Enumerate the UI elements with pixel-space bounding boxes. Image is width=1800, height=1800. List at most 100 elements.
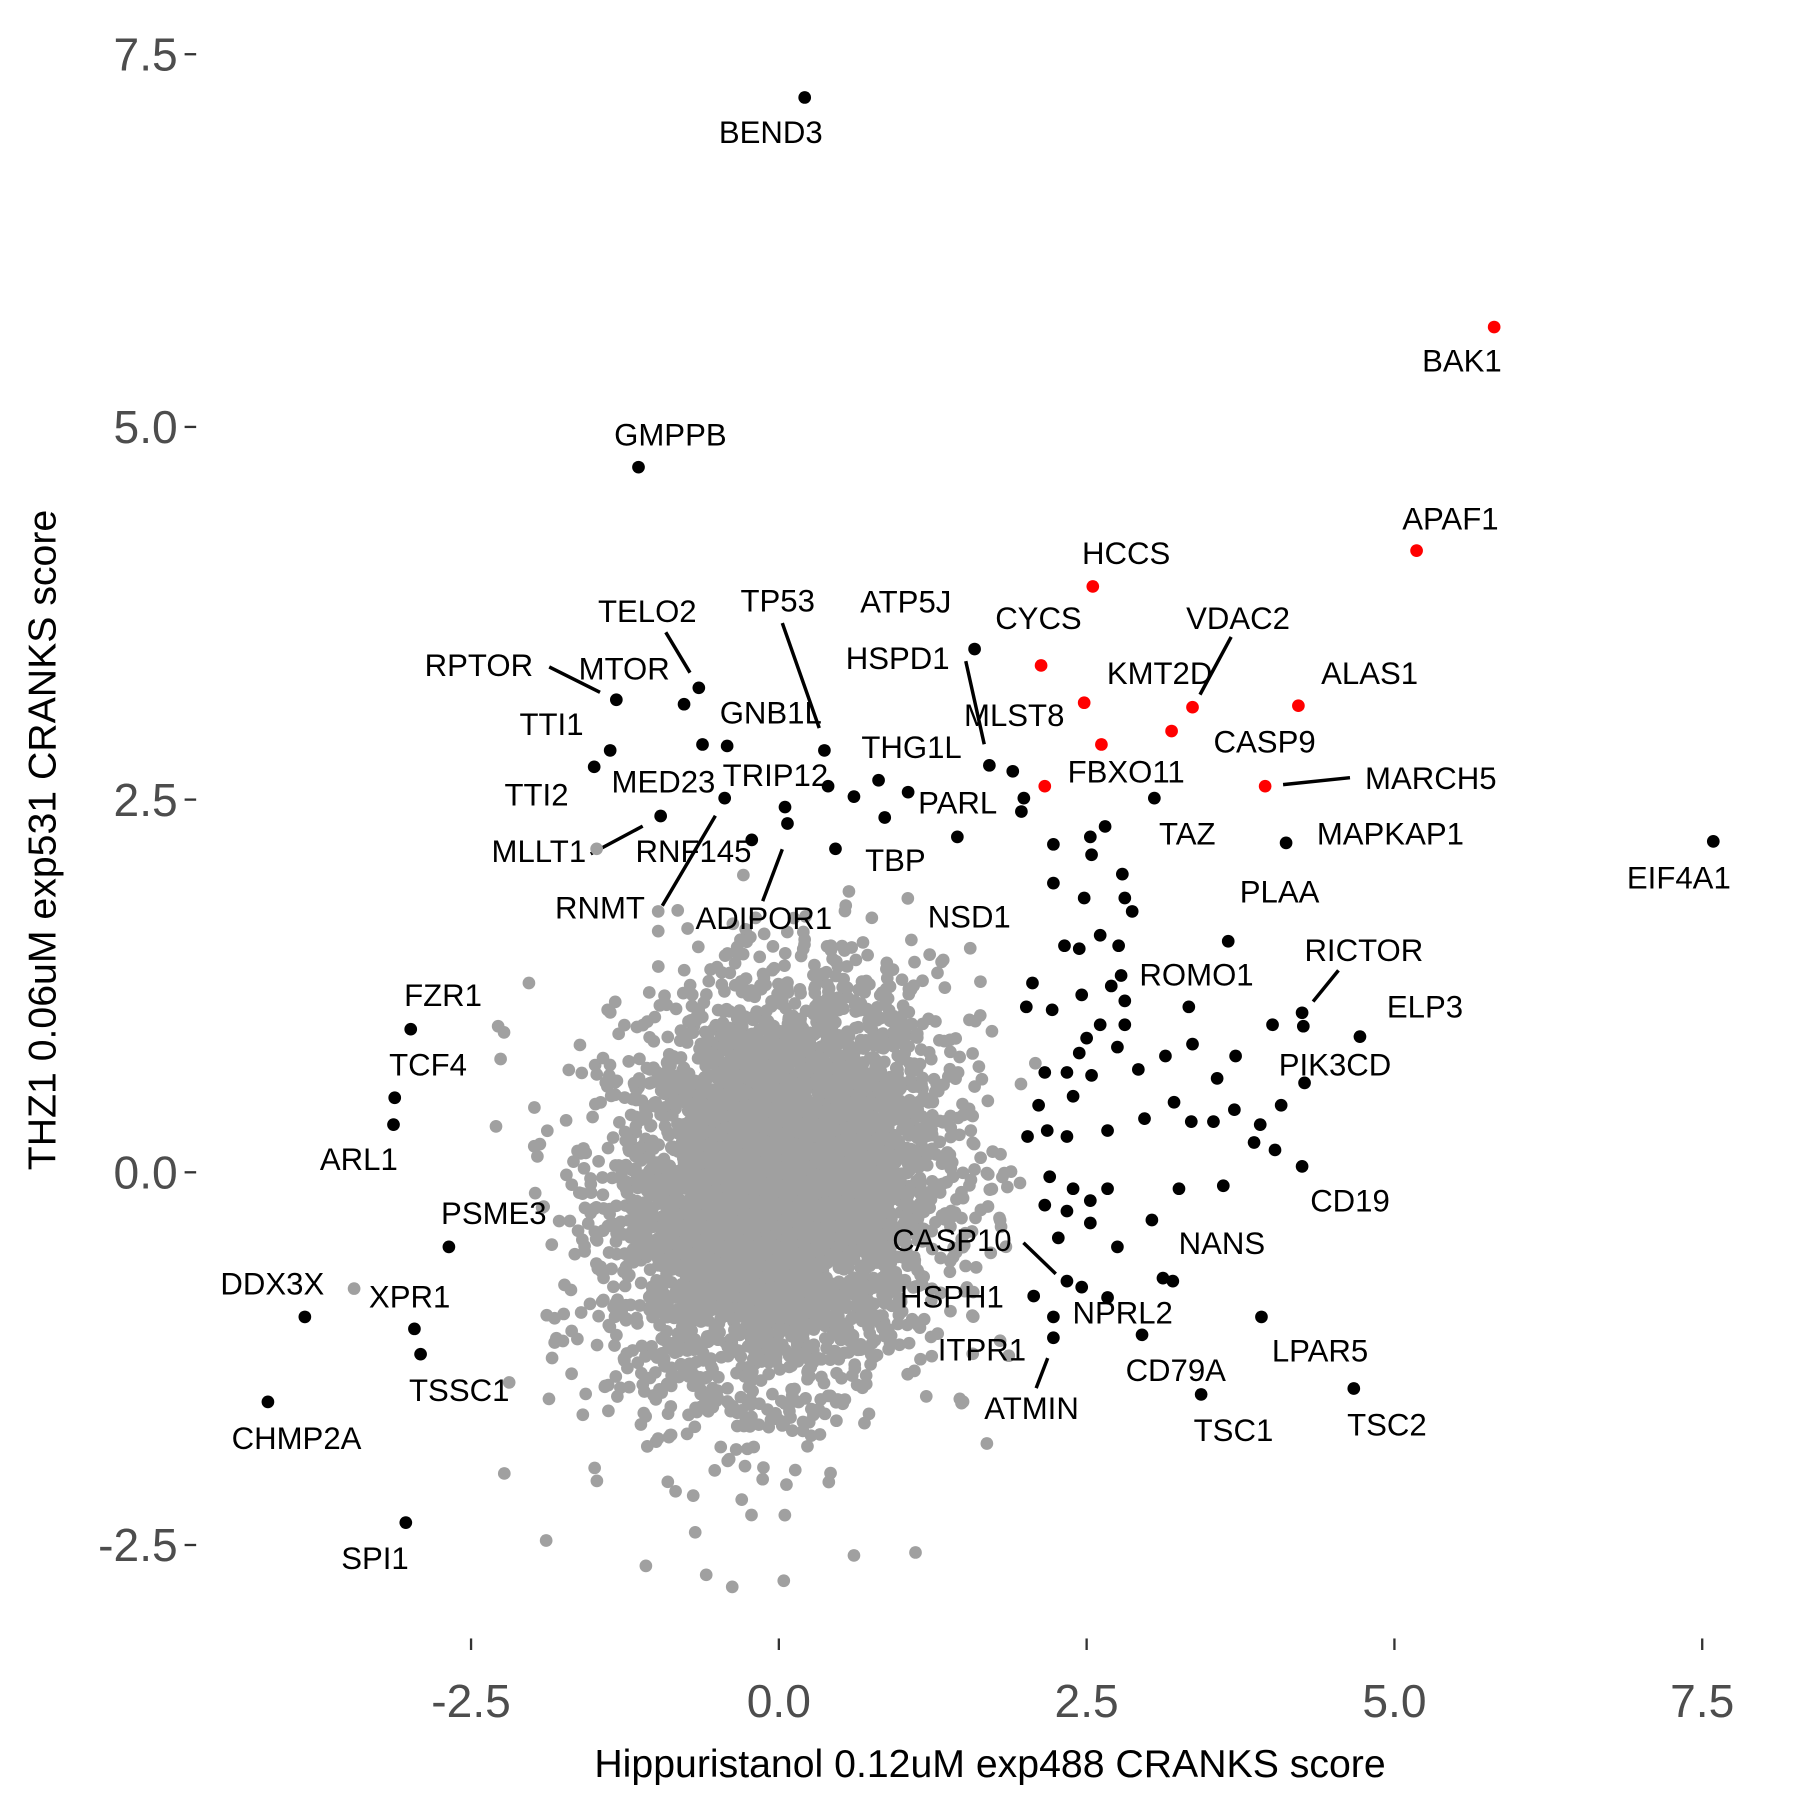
background-point <box>624 1108 638 1122</box>
background-point <box>821 978 834 991</box>
background-point <box>777 1276 791 1290</box>
background-point <box>836 1397 850 1411</box>
background-point <box>722 1149 736 1162</box>
background-point <box>915 1077 928 1091</box>
background-point <box>650 1065 664 1079</box>
background-point <box>876 1288 889 1302</box>
background-point <box>608 1339 621 1352</box>
background-point <box>825 1204 839 1217</box>
background-point <box>785 1238 799 1252</box>
background-point <box>677 963 691 977</box>
background-point <box>640 1015 654 1029</box>
background-point <box>815 1106 828 1120</box>
background-point <box>939 1115 953 1129</box>
background-point <box>617 1175 631 1189</box>
background-point <box>943 1254 957 1268</box>
background-point <box>966 1310 980 1324</box>
background-point <box>874 1192 888 1206</box>
background-point <box>633 1299 647 1312</box>
background-point <box>918 1144 931 1158</box>
background-point <box>714 1076 728 1089</box>
background-point <box>688 1525 702 1539</box>
background-point <box>1029 1056 1042 1070</box>
background-point <box>925 1282 939 1296</box>
background-point <box>1013 1176 1027 1190</box>
background-point <box>664 1171 677 1185</box>
background-point <box>690 1212 704 1226</box>
background-point <box>671 904 685 917</box>
background-point <box>829 1123 842 1137</box>
background-point <box>891 1317 905 1331</box>
background-point <box>914 1043 928 1056</box>
background-point <box>899 1153 912 1166</box>
background-point <box>783 1404 796 1418</box>
background-point <box>715 1199 729 1213</box>
background-point <box>756 967 770 981</box>
background-point <box>631 1317 644 1330</box>
background-point <box>781 986 795 999</box>
background-point <box>644 1119 658 1132</box>
background-point <box>824 1090 837 1104</box>
background-point <box>837 1297 850 1311</box>
background-point <box>672 1241 686 1255</box>
background-point <box>883 1014 897 1028</box>
background-point <box>714 1440 728 1454</box>
background-point <box>806 1355 820 1369</box>
background-point <box>607 1300 620 1314</box>
background-point <box>633 1052 646 1066</box>
background-point <box>637 1169 650 1182</box>
background-point <box>726 1242 740 1255</box>
background-point <box>848 1362 862 1375</box>
background-point <box>783 1075 796 1089</box>
background-point <box>999 1240 1013 1254</box>
background-point <box>735 1068 749 1082</box>
background-point <box>925 1349 939 1363</box>
background-point <box>889 1091 902 1105</box>
background-point <box>856 1267 870 1280</box>
background-point <box>856 936 870 949</box>
background-point <box>925 1242 939 1256</box>
background-point <box>682 1015 695 1028</box>
background-point <box>814 1040 828 1054</box>
background-point <box>787 911 801 925</box>
background-point <box>797 1270 811 1284</box>
background-point <box>665 1141 678 1155</box>
background-point <box>794 1146 807 1160</box>
background-point <box>596 1188 610 1202</box>
background-point <box>766 940 780 953</box>
background-point <box>894 1082 907 1095</box>
background-point <box>873 1122 887 1135</box>
background-point <box>661 1080 675 1094</box>
background-point <box>968 1163 981 1176</box>
background-point <box>862 1294 875 1308</box>
background-point <box>797 1074 810 1088</box>
background-point <box>622 1214 636 1227</box>
background-point <box>771 1244 784 1258</box>
background-point <box>752 1351 766 1365</box>
background-point <box>831 960 845 973</box>
background-point <box>964 1173 978 1187</box>
background-point <box>870 1013 884 1027</box>
background-point <box>759 978 772 992</box>
background-point <box>665 1109 679 1122</box>
background-point <box>772 1327 786 1340</box>
background-point <box>758 1046 772 1060</box>
background-point <box>835 939 849 953</box>
background-point <box>567 1155 580 1168</box>
background-point <box>605 1171 619 1185</box>
background-point <box>779 1181 793 1195</box>
background-point <box>583 1297 597 1311</box>
background-point <box>769 1102 783 1116</box>
background-point <box>599 1076 613 1090</box>
background-point <box>720 1279 734 1293</box>
background-point <box>730 1007 743 1020</box>
background-point <box>769 1355 783 1369</box>
background-point <box>540 1124 554 1138</box>
background-point <box>969 1261 983 1274</box>
background-point <box>758 1141 772 1154</box>
background-point <box>565 1367 578 1381</box>
background-point <box>698 1071 711 1084</box>
background-point <box>548 1311 561 1325</box>
background-point <box>620 1186 634 1200</box>
background-point <box>607 1280 620 1294</box>
